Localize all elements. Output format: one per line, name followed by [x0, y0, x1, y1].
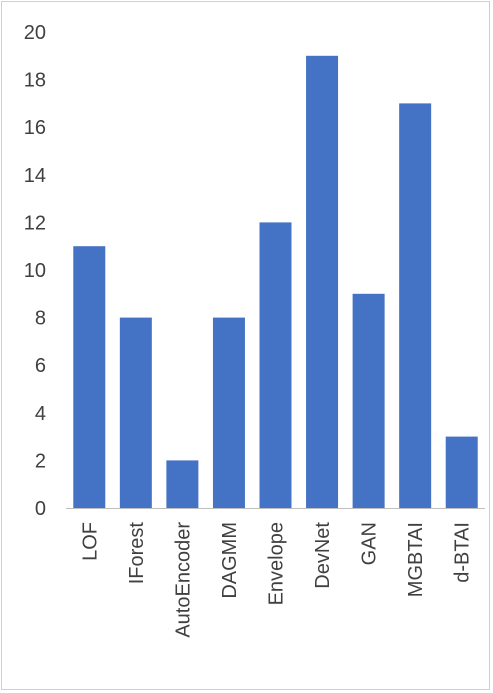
bar-gan: [352, 293, 385, 508]
bar-dagmm: [212, 317, 245, 508]
x-tick-label: AutoEncoder: [172, 522, 194, 638]
y-tick-label: 8: [35, 308, 46, 330]
x-tick-label: d-BTAI: [452, 522, 474, 583]
x-tick-label: LOF: [79, 522, 101, 561]
bar-devnet: [306, 55, 339, 509]
bar-autoencoder: [166, 460, 199, 508]
x-tick-label: GAN: [359, 522, 381, 565]
bar-mgbtai: [399, 103, 432, 509]
y-tick-label: 0: [35, 498, 46, 520]
y-tick-label: 12: [24, 212, 46, 234]
x-tick-label: Envelope: [266, 522, 288, 605]
bar-iforest: [119, 317, 152, 508]
y-axis-ticks: 0 2 4 6 8 10 12 14 16 18 20: [24, 22, 46, 520]
y-tick-label: 4: [35, 403, 46, 425]
x-tick-label: DAGMM: [219, 522, 241, 599]
bars: [73, 55, 478, 509]
y-tick-label: 16: [24, 117, 46, 139]
y-tick-label: 10: [24, 260, 46, 282]
bar-d-btai: [445, 436, 478, 508]
bar-envelope: [259, 222, 292, 508]
x-axis-ticks: LOF IForest AutoEncoder DAGMM Envelope DevNet…: [79, 522, 473, 638]
y-tick-label: 20: [24, 22, 46, 44]
y-tick-label: 14: [24, 165, 46, 187]
y-tick-label: 6: [35, 355, 46, 377]
y-tick-label: 18: [24, 70, 46, 92]
x-tick-label: DevNet: [312, 522, 334, 589]
x-tick-label: MGBTAI: [405, 522, 427, 597]
y-tick-label: 2: [35, 450, 46, 472]
x-tick-label: IForest: [126, 522, 148, 585]
bar-lof: [73, 246, 106, 508]
